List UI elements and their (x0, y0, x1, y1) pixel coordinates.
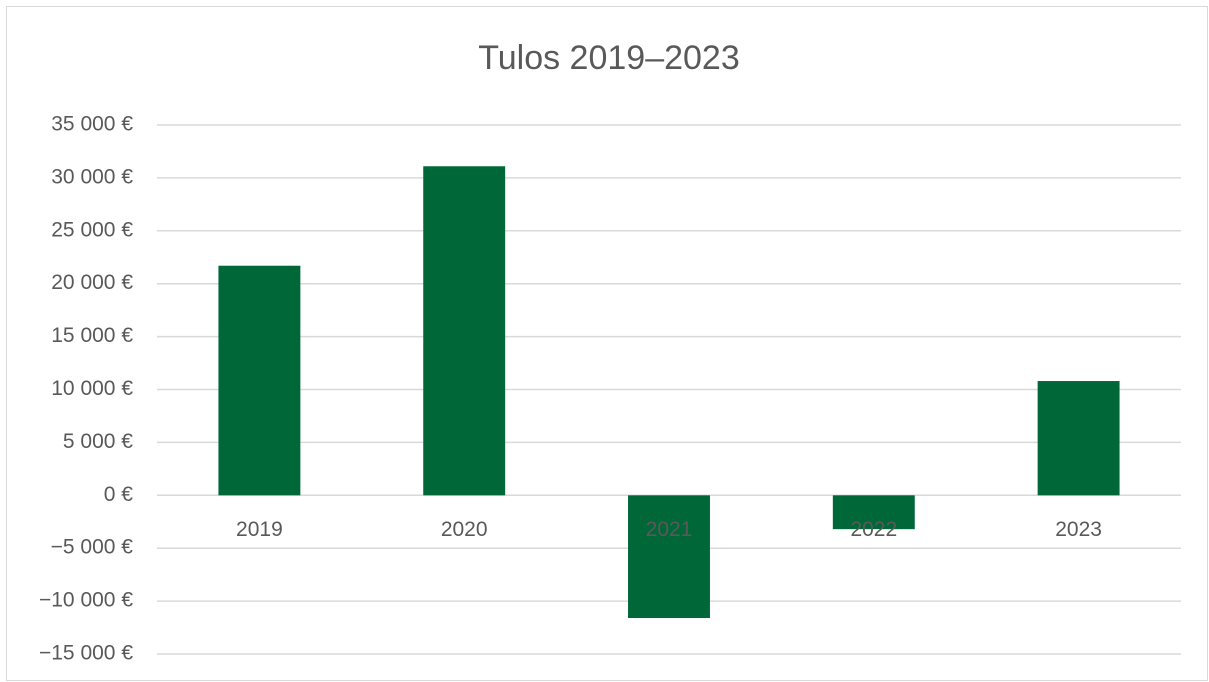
bar (628, 495, 710, 619)
y-tick-label: −15 000 € (39, 642, 133, 665)
x-tick-label: 2022 (850, 518, 897, 541)
y-tick-label: 35 000 € (51, 113, 133, 136)
x-tick-label: 2019 (236, 518, 283, 541)
bar (1037, 381, 1120, 496)
y-tick-label: 10 000 € (51, 377, 133, 400)
chart-title: Tulos 2019–2023 (478, 39, 740, 77)
y-tick-label: 5 000 € (63, 430, 133, 453)
chart-frame (6, 6, 1208, 681)
y-tick-label: 20 000 € (51, 271, 133, 294)
bar (218, 265, 301, 496)
x-tick-label: 2020 (441, 518, 488, 541)
bar (423, 166, 506, 496)
y-tick-label: 15 000 € (51, 324, 133, 347)
y-tick-label: 25 000 € (51, 218, 133, 241)
bar (832, 495, 915, 530)
y-tick-label: −10 000 € (39, 589, 133, 612)
x-tick-label: 2023 (1055, 518, 1102, 541)
x-tick-label: 2021 (646, 518, 693, 541)
y-tick-label: 0 € (104, 483, 134, 506)
y-tick-label: 30 000 € (51, 165, 133, 188)
y-tick-label: −5 000 € (51, 536, 134, 559)
